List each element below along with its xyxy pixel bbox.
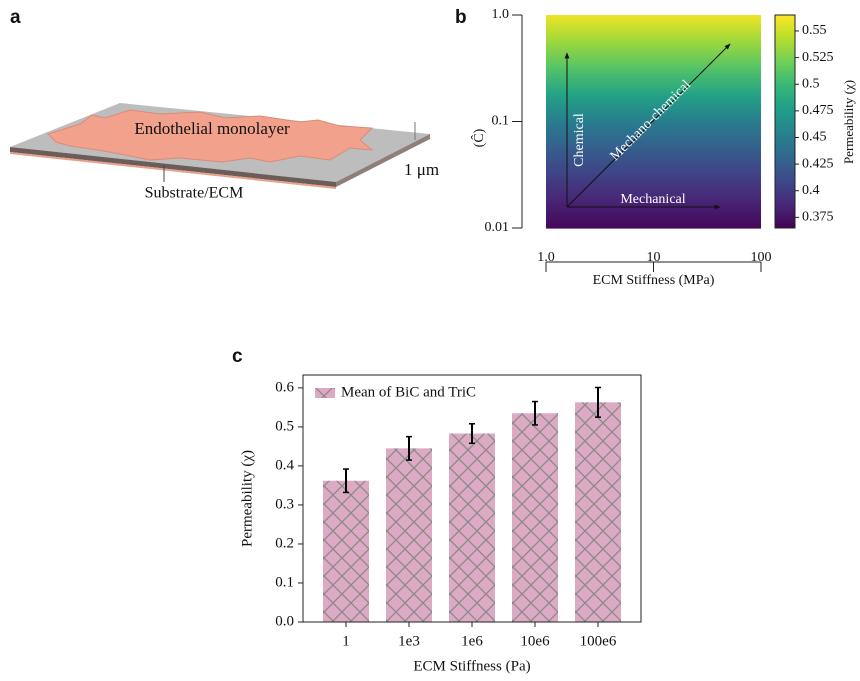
y-tick-label: 0.1: [275, 574, 294, 590]
heatmap-strip: [546, 94, 761, 123]
colorbar-tick-label: 0.45: [802, 130, 827, 145]
colorbar-label: Permeability (χ): [841, 80, 856, 164]
panel-label: c: [232, 346, 243, 367]
substrate-diagram: [10, 103, 430, 189]
x-tick-label: 1.0: [537, 250, 555, 265]
arrow: [566, 43, 731, 208]
bar: [386, 448, 432, 622]
monolayer-label: Endothelial monolayer: [134, 119, 290, 138]
x-tick-label: 10e6: [520, 633, 550, 649]
legend-swatch: [315, 388, 335, 398]
y-tick-label: 0.6: [275, 379, 294, 395]
annotation: Mechanical: [620, 192, 685, 207]
colorbar-tick-label: 0.525: [802, 50, 834, 65]
heatmap-strip: [546, 174, 761, 202]
scale-label: 1 μm: [404, 160, 439, 179]
bar: [323, 480, 369, 622]
y-tick-label: 0.4: [275, 457, 294, 473]
heatmap-strip: [546, 15, 761, 43]
heatmap-strip: [546, 68, 761, 96]
bar: [575, 402, 621, 622]
plot-frame: [302, 374, 642, 623]
x-tick-label: 10: [647, 250, 661, 265]
x-tick-label: 1e3: [398, 633, 420, 649]
x-axis-label: ECM Stiffness (Pa): [413, 658, 530, 674]
bar: [449, 433, 495, 622]
y-axis-label: (Ĉ): [470, 128, 487, 147]
heatmap-strip: [546, 121, 761, 149]
colorbar-tick-label: 0.55: [802, 23, 827, 38]
y-axis-label: Permeability (χ): [239, 450, 255, 547]
legend-label: Mean of BiC and TriC: [341, 384, 476, 400]
y-tick-label: 0.0: [275, 613, 294, 629]
y-tick-label: 0.01: [485, 220, 510, 235]
y-tick-label: 0.5: [275, 418, 294, 434]
annotation: Chemical: [572, 113, 587, 167]
panel-label: b: [455, 7, 467, 28]
y-tick-label: 0.3: [275, 496, 294, 512]
y-tick-label: 1.0: [492, 7, 510, 22]
x-axis-label: ECM Stiffness (MPa): [593, 273, 715, 288]
colorbar-tick-label: 0.375: [802, 210, 834, 225]
bar: [512, 413, 558, 622]
substrate-label: Substrate/ECM: [145, 185, 244, 202]
colorbar-tick-label: 0.5: [802, 76, 820, 91]
colorbar-tick-label: 0.425: [802, 156, 834, 171]
colorbar: [774, 14, 796, 229]
colorbar-tick-label: 0.475: [802, 103, 834, 118]
heatmap-strip: [546, 201, 761, 229]
colorbar-tick-label: 0.4: [802, 183, 820, 198]
heatmap-strip: [546, 148, 761, 176]
x-tick-label: 1: [342, 633, 350, 649]
x-tick-label: 100: [751, 250, 772, 265]
y-tick-label: 0.1: [492, 114, 510, 129]
x-tick-label: 1e6: [461, 633, 483, 649]
y-tick-label: 0.2: [275, 535, 294, 551]
panel-label: a: [10, 7, 21, 28]
x-tick-label: 100e6: [580, 633, 617, 649]
